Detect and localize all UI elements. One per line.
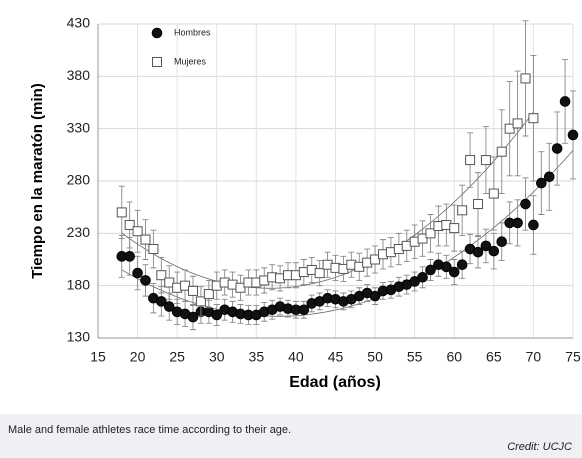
x-tick-label: 20	[130, 349, 146, 365]
point	[417, 271, 428, 283]
point	[488, 188, 499, 199]
point	[496, 146, 507, 157]
point	[480, 155, 491, 166]
point	[417, 233, 428, 244]
point	[543, 171, 555, 183]
point	[536, 177, 547, 189]
x-tick-label: 65	[486, 349, 502, 365]
point	[140, 275, 151, 286]
point	[188, 285, 198, 296]
point	[124, 219, 135, 230]
point	[472, 246, 484, 258]
point	[559, 96, 571, 107]
point	[520, 198, 531, 210]
point	[369, 290, 381, 302]
x-tick-label: 40	[288, 349, 304, 365]
point	[132, 226, 143, 237]
point	[480, 240, 492, 252]
point	[528, 113, 539, 124]
point	[314, 268, 325, 279]
point	[195, 296, 206, 307]
point	[551, 143, 563, 154]
point	[132, 267, 143, 279]
legend-marker	[151, 27, 163, 39]
point	[203, 289, 214, 300]
point	[425, 264, 436, 276]
x-tick-label: 45	[328, 349, 344, 365]
point	[370, 254, 381, 265]
credit: Credit: UCJC	[507, 441, 572, 453]
point	[164, 277, 175, 288]
y-tick-label: 130	[67, 329, 91, 345]
point	[504, 123, 515, 134]
y-axis-title: Tiempo en la maratón (min)	[29, 83, 46, 279]
point	[140, 234, 151, 245]
x-tick-label: 70	[526, 349, 542, 365]
point	[465, 155, 476, 166]
y-tick-label: 380	[67, 67, 91, 83]
trend-line	[121, 111, 534, 289]
y-tick-label: 180	[67, 276, 91, 292]
point	[520, 73, 531, 84]
point	[298, 304, 310, 316]
point	[488, 245, 500, 257]
point	[441, 261, 452, 273]
point	[449, 223, 460, 234]
x-tick-label: 25	[169, 349, 185, 365]
point	[567, 129, 579, 141]
x-tick-label: 15	[90, 349, 106, 365]
x-tick-label: 60	[446, 349, 462, 365]
x-tick-label: 30	[209, 349, 225, 365]
point	[156, 270, 167, 281]
y-tick-label: 430	[67, 15, 91, 31]
caption-bar: Male and female athletes race time accor…	[0, 414, 582, 458]
point	[473, 199, 483, 210]
point	[163, 301, 175, 312]
point	[156, 296, 167, 307]
point	[456, 259, 468, 271]
y-tick-label: 330	[67, 119, 91, 135]
point	[425, 228, 436, 239]
x-tick-label: 35	[249, 349, 265, 365]
y-tick-label: 280	[67, 172, 91, 188]
point	[148, 244, 159, 255]
legend-label: Hombres	[174, 27, 211, 37]
legend-label: Mujeres	[174, 56, 207, 66]
point	[187, 311, 199, 323]
point	[512, 118, 523, 129]
y-tick-label: 230	[67, 224, 91, 240]
point	[235, 282, 246, 293]
point	[211, 309, 223, 321]
x-tick-label: 50	[367, 349, 383, 365]
point	[124, 251, 135, 262]
chart: Edad (años) Tiempo en la maratón (min) 1…	[29, 15, 581, 392]
point	[528, 219, 539, 231]
point	[512, 217, 523, 229]
point	[116, 207, 127, 218]
point	[496, 236, 508, 248]
x-tick-label: 55	[407, 349, 423, 365]
point	[180, 280, 191, 291]
caption: Male and female athletes race time accor…	[8, 424, 292, 436]
legend-marker	[152, 57, 162, 67]
x-axis-title: Edad (años)	[289, 374, 381, 391]
point	[457, 205, 468, 216]
x-tick-label: 75	[565, 349, 581, 365]
point	[448, 266, 460, 278]
